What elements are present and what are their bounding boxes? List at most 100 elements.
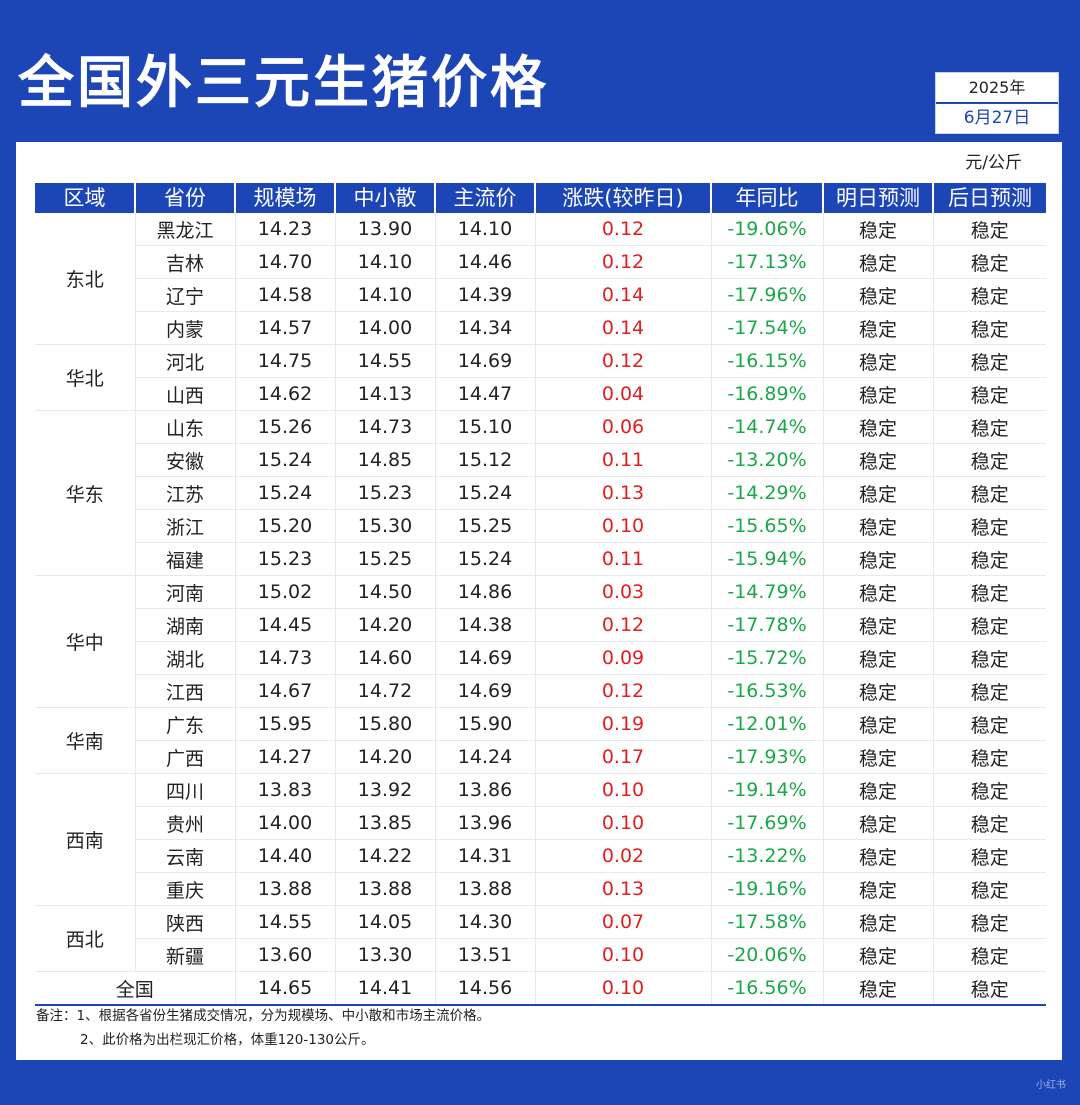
change-cell: 0.14 (535, 278, 712, 312)
forecast-tomorrow-cell: 稳定 (823, 575, 934, 609)
change-cell: 0.12 (535, 245, 712, 279)
main-price-cell: 13.86 (435, 773, 536, 807)
large-farm-cell: 14.00 (235, 806, 336, 840)
forecast-day-after-cell: 稳定 (933, 839, 1046, 873)
price-table: 区域 省份 规模场 中小散 主流价 涨跌(较昨日) 年同比 明日预测 后日预测 … (35, 183, 1046, 1006)
change-cell: 0.10 (535, 806, 712, 840)
table-row: 江西 14.67 14.72 14.69 0.12 -16.53% 稳定 稳定 (35, 674, 1046, 708)
forecast-tomorrow-cell: 稳定 (823, 410, 934, 444)
main-price-cell: 14.10 (435, 213, 536, 246)
table-row: 华南 广东 15.95 15.80 15.90 0.19 -12.01% 稳定 稳定 (35, 707, 1046, 774)
large-farm-cell: 14.55 (235, 905, 336, 939)
province-cell: 河北 (135, 344, 236, 378)
table-row: 新疆 13.60 13.30 13.51 0.10 -20.06% 稳定 稳定 (35, 938, 1046, 972)
table-row: 湖北 14.73 14.60 14.69 0.09 -15.72% 稳定 稳定 (35, 641, 1046, 675)
table-row: 山西 14.62 14.13 14.47 0.04 -16.89% 稳定 稳定 (35, 377, 1046, 411)
large-farm-cell: 15.95 (235, 707, 336, 741)
main-price-cell: 14.39 (435, 278, 536, 312)
large-farm-cell: 15.02 (235, 575, 336, 609)
table-row: 辽宁 14.58 14.10 14.39 0.14 -17.96% 稳定 稳定 (35, 278, 1046, 312)
date-box: 2025年 6月27日 (935, 72, 1059, 134)
yoy-cell: -17.96% (711, 278, 824, 312)
main-price-cell: 13.96 (435, 806, 536, 840)
change-cell: 0.04 (535, 377, 712, 411)
small-farm-cell: 14.22 (335, 839, 436, 873)
yoy-cell: -14.29% (711, 476, 824, 510)
forecast-day-after-cell: 稳定 (933, 905, 1046, 939)
forecast-day-after-cell: 稳定 (933, 311, 1046, 345)
yoy-cell: -17.69% (711, 806, 824, 840)
table-row: 西南 四川 13.83 13.92 13.86 0.10 -19.14% 稳定 稳定 (35, 773, 1046, 906)
forecast-day-after-cell: 稳定 (933, 773, 1046, 807)
large-farm-cell: 14.70 (235, 245, 336, 279)
change-cell: 0.10 (535, 938, 712, 972)
yoy-cell: -13.20% (711, 443, 824, 477)
forecast-day-after-cell: 稳定 (933, 443, 1046, 477)
yoy-cell: -19.16% (711, 872, 824, 906)
yoy-cell: -15.94% (711, 542, 824, 576)
forecast-tomorrow-cell: 稳定 (823, 278, 934, 312)
main-price-cell: 14.69 (435, 674, 536, 708)
small-farm-cell: 14.10 (335, 245, 436, 279)
table-row: 重庆 13.88 13.88 13.88 0.13 -19.16% 稳定 稳定 (35, 872, 1046, 906)
province-cell: 福建 (135, 542, 236, 576)
small-farm-cell: 14.20 (335, 608, 436, 642)
forecast-tomorrow-cell: 稳定 (823, 476, 934, 510)
forecast-tomorrow-cell: 稳定 (823, 213, 934, 246)
main-price-cell: 13.88 (435, 872, 536, 906)
forecast-day-after-cell: 稳定 (933, 213, 1046, 246)
forecast-day-after-cell: 稳定 (933, 707, 1046, 741)
small-farm-cell: 14.85 (335, 443, 436, 477)
change-cell: 0.02 (535, 839, 712, 873)
forecast-tomorrow-cell: 稳定 (823, 245, 934, 279)
large-farm-cell: 14.62 (235, 377, 336, 411)
province-cell: 黑龙江 (135, 213, 236, 246)
province-cell: 四川 (135, 773, 236, 807)
province-cell: 云南 (135, 839, 236, 873)
small-farm-cell: 13.88 (335, 872, 436, 906)
small-farm-cell: 14.10 (335, 278, 436, 312)
large-farm-cell: 13.60 (235, 938, 336, 972)
main-price-cell: 14.24 (435, 740, 536, 774)
small-farm-cell: 13.90 (335, 213, 436, 246)
yoy-cell: -19.14% (711, 773, 824, 807)
province-cell: 山东 (135, 410, 236, 444)
province-cell: 重庆 (135, 872, 236, 906)
small-farm-cell: 14.60 (335, 641, 436, 675)
yoy-cell: -17.54% (711, 311, 824, 345)
main-price-cell: 14.69 (435, 641, 536, 675)
yoy-cell: -19.06% (711, 213, 824, 246)
large-farm-cell: 14.57 (235, 311, 336, 345)
unit-label: 元/公斤 (965, 153, 1022, 173)
province-cell: 陕西 (135, 905, 236, 939)
table-header-row: 区域 省份 规模场 中小散 主流价 涨跌(较昨日) 年同比 明日预测 后日预测 (35, 183, 1046, 213)
main-price-cell: 15.12 (435, 443, 536, 477)
forecast-tomorrow-cell: 稳定 (823, 806, 934, 840)
forecast-tomorrow-cell: 稳定 (823, 872, 934, 906)
date-day: 6月27日 (963, 108, 1031, 128)
region-cell: 西北 (35, 905, 136, 972)
province-cell: 吉林 (135, 245, 236, 279)
forecast-day-after-cell: 稳定 (933, 938, 1046, 972)
forecast-tomorrow-cell: 稳定 (823, 443, 934, 477)
change-cell: 0.06 (535, 410, 712, 444)
change-cell: 0.10 (535, 509, 712, 543)
forecast-tomorrow-cell: 稳定 (823, 707, 934, 741)
table-row: 吉林 14.70 14.10 14.46 0.12 -17.13% 稳定 稳定 (35, 245, 1046, 279)
small-farm-cell: 13.92 (335, 773, 436, 807)
forecast-tomorrow-cell: 稳定 (823, 740, 934, 774)
table-row: 广西 14.27 14.20 14.24 0.17 -17.93% 稳定 稳定 (35, 740, 1046, 774)
large-farm-cell: 14.75 (235, 344, 336, 378)
change-cell: 0.14 (535, 311, 712, 345)
small-farm-cell: 14.20 (335, 740, 436, 774)
province-cell: 山西 (135, 377, 236, 411)
total-large-farm-cell: 14.65 (235, 971, 336, 1006)
header-region: 区域 (35, 183, 136, 213)
forecast-day-after-cell: 稳定 (933, 410, 1046, 444)
main-price-cell: 14.69 (435, 344, 536, 378)
small-farm-cell: 14.50 (335, 575, 436, 609)
header-province: 省份 (135, 183, 236, 213)
main-price-cell: 15.24 (435, 476, 536, 510)
table-row: 华中 河南 15.02 14.50 14.86 0.03 -14.79% 稳定 稳定 (35, 575, 1046, 708)
yoy-cell: -20.06% (711, 938, 824, 972)
